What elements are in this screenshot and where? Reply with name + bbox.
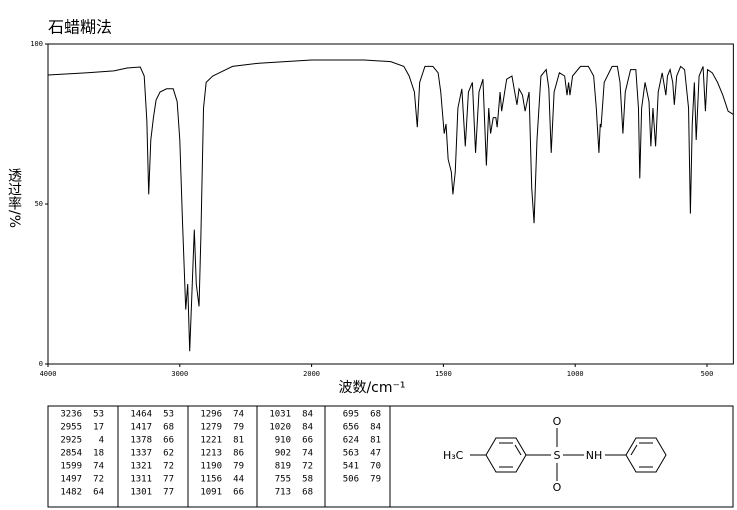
- peak-transmittance: 77: [163, 475, 174, 485]
- peak-transmittance: 81: [370, 436, 381, 446]
- peak-transmittance: 47: [370, 449, 381, 459]
- atom-label: O: [553, 481, 562, 494]
- plot-frame: [47, 43, 734, 365]
- peak-transmittance: 74: [302, 449, 313, 459]
- peak-wavenumber: 1213: [200, 449, 222, 459]
- peak-transmittance: 4: [99, 436, 104, 446]
- peak-wavenumber: 1337: [130, 449, 152, 459]
- peak-transmittance: 58: [302, 475, 313, 485]
- peak-wavenumber: 755: [275, 475, 291, 485]
- peak-wavenumber: 1482: [60, 488, 82, 498]
- peak-transmittance: 74: [233, 410, 244, 420]
- peak-transmittance: 70: [370, 462, 381, 472]
- peak-transmittance: 74: [93, 462, 104, 472]
- peak-transmittance: 79: [233, 462, 244, 472]
- peak-transmittance: 79: [370, 475, 381, 485]
- peak-wavenumber: 3236: [60, 410, 82, 420]
- peak-transmittance: 86: [233, 449, 244, 459]
- peak-transmittance: 77: [163, 488, 174, 498]
- peak-transmittance: 62: [163, 449, 174, 459]
- peak-wavenumber: 506: [343, 475, 359, 485]
- peak-wavenumber: 2925: [60, 436, 82, 446]
- peak-wavenumber: 1091: [200, 488, 222, 498]
- benzene-ring: [625, 437, 667, 473]
- peak-wavenumber: 656: [343, 423, 359, 433]
- atom-label: NH: [586, 449, 603, 462]
- peak-wavenumber: 2854: [60, 449, 82, 459]
- peak-transmittance: 84: [370, 423, 381, 433]
- structure: [470, 428, 667, 481]
- peak-wavenumber: 713: [275, 488, 291, 498]
- peak-wavenumber: 1156: [200, 475, 222, 485]
- peak-wavenumber: 902: [275, 449, 291, 459]
- peak-transmittance: 66: [163, 436, 174, 446]
- x-tick-label: 2000: [303, 370, 320, 378]
- atom-label: O: [553, 415, 562, 428]
- y-tick-label: 0: [39, 360, 43, 368]
- peak-transmittance: 64: [93, 488, 104, 498]
- x-tick-label: 3000: [171, 370, 188, 378]
- peak-wavenumber: 910: [275, 436, 291, 446]
- peak-transmittance: 81: [233, 436, 244, 446]
- peak-wavenumber: 2955: [60, 423, 82, 433]
- bond: [630, 444, 638, 456]
- peak-transmittance: 17: [93, 423, 104, 433]
- y-tick-label: 100: [30, 40, 43, 48]
- x-tick-label: 1500: [435, 370, 452, 378]
- peak-wavenumber: 1190: [200, 462, 222, 472]
- y-tick-label: 50: [35, 200, 43, 208]
- peak-wavenumber: 695: [343, 410, 359, 420]
- peak-transmittance: 44: [233, 475, 244, 485]
- peak-wavenumber: 1417: [130, 423, 152, 433]
- atom-label: H₃C: [443, 449, 464, 462]
- peak-wavenumber: 541: [343, 462, 359, 472]
- peak-wavenumber: 1221: [200, 436, 222, 446]
- x-tick-label: 4000: [40, 370, 57, 378]
- peak-wavenumber: 1378: [130, 436, 152, 446]
- peak-transmittance: 84: [302, 423, 313, 433]
- peak-wavenumber: 1279: [200, 423, 222, 433]
- bond: [514, 444, 522, 456]
- x-axis-title: 波数/cm⁻¹: [338, 380, 405, 396]
- peak-transmittance: 72: [302, 462, 313, 472]
- spectrum-line: [47, 59, 734, 352]
- peak-transmittance: 72: [93, 475, 104, 485]
- y-axis-title: 透过率/%: [6, 168, 22, 228]
- peak-transmittance: 68: [163, 423, 174, 433]
- peak-transmittance: 66: [302, 436, 313, 446]
- peak-wavenumber: 1301: [130, 488, 152, 498]
- peak-transmittance: 66: [233, 488, 244, 498]
- peak-wavenumber: 1031: [269, 410, 291, 420]
- peak-transmittance: 18: [93, 449, 104, 459]
- peak-transmittance: 84: [302, 410, 313, 420]
- peak-transmittance: 79: [233, 423, 244, 433]
- chart-title: 石蜡糊法: [48, 18, 112, 37]
- peak-wavenumber: 1020: [269, 423, 291, 433]
- x-tick-label: 500: [701, 370, 714, 378]
- peak-wavenumber: 563: [343, 449, 359, 459]
- peak-wavenumber: 819: [275, 462, 291, 472]
- peak-transmittance: 72: [163, 462, 174, 472]
- x-tick-label: 1000: [567, 370, 584, 378]
- peak-table: 3236 53 2955 17 2925 4 2854 18 1599 74 1497 72 1482 6…: [60, 406, 391, 507]
- peak-wavenumber: 1497: [60, 475, 82, 485]
- peak-transmittance: 53: [93, 410, 104, 420]
- atom-label: S: [554, 449, 561, 462]
- peak-wavenumber: 1296: [200, 410, 222, 420]
- peak-wavenumber: 1321: [130, 462, 152, 472]
- peak-wavenumber: 1311: [130, 475, 152, 485]
- peak-transmittance: 68: [370, 410, 381, 420]
- peak-wavenumber: 1464: [130, 410, 152, 420]
- peak-transmittance: 53: [163, 410, 174, 420]
- peak-transmittance: 68: [302, 488, 313, 498]
- peak-wavenumber: 624: [343, 436, 359, 446]
- peak-wavenumber: 1599: [60, 462, 82, 472]
